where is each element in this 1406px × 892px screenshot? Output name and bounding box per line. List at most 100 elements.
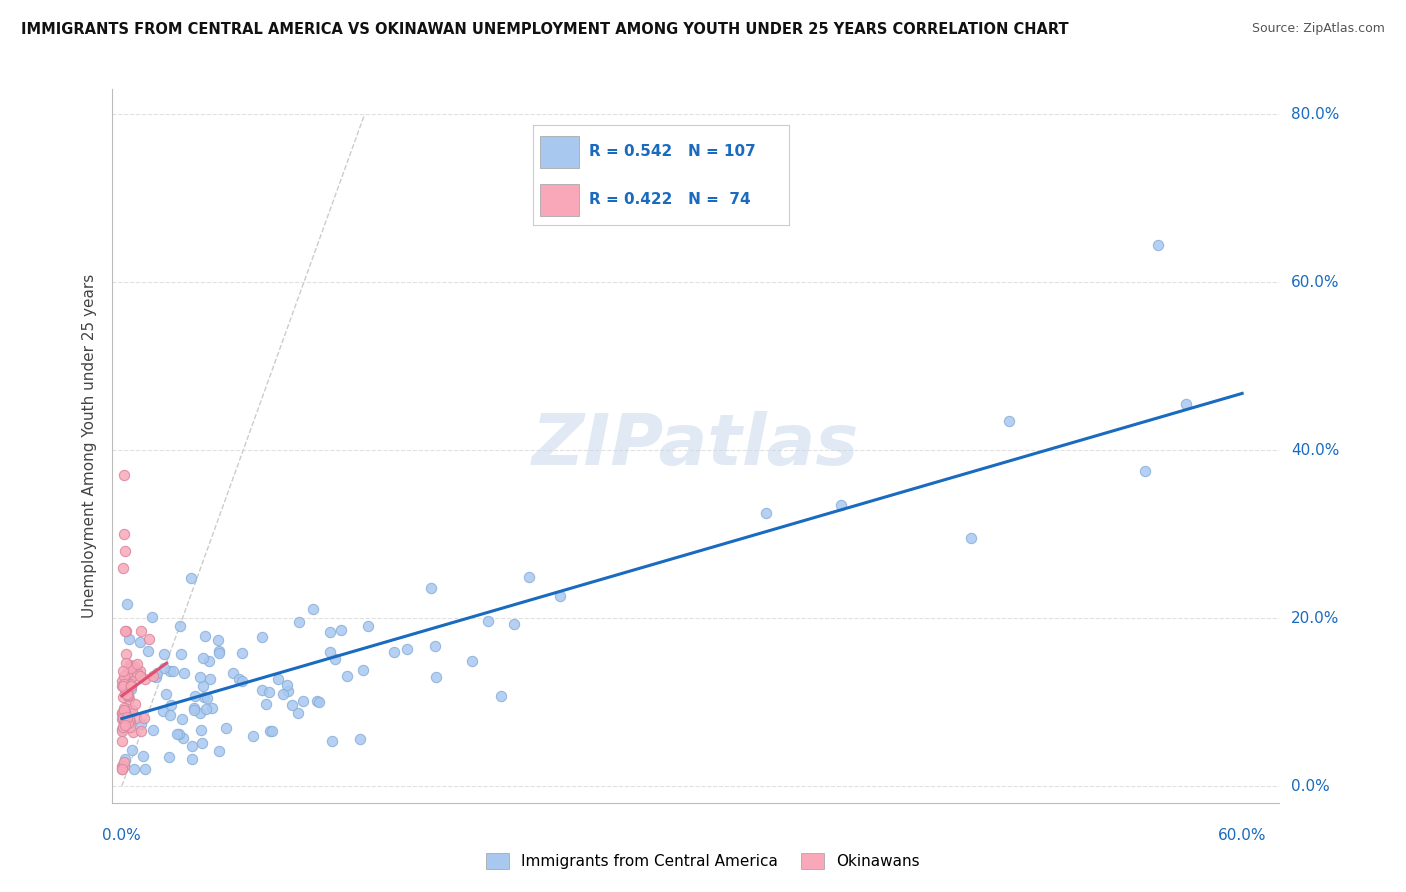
Point: [124, 659, 146, 673]
Legend: Immigrants from Central America, Okinawans: Immigrants from Central America, Okinawa…: [479, 847, 927, 875]
Point: [112, 758, 135, 772]
Point: [129, 635, 152, 649]
Point: [114, 677, 136, 691]
Point: [120, 706, 142, 720]
Point: [517, 570, 540, 584]
Point: [111, 762, 134, 776]
Y-axis label: Unemployment Among Youth under 25 years: Unemployment Among Youth under 25 years: [82, 274, 97, 618]
Point: [112, 677, 135, 691]
Point: [124, 762, 146, 776]
Point: [254, 698, 277, 712]
Point: [231, 673, 253, 688]
Point: [120, 682, 142, 697]
Point: [114, 752, 136, 766]
Point: [112, 669, 135, 683]
Point: [124, 698, 146, 712]
Point: [1133, 464, 1156, 478]
Point: [134, 673, 156, 687]
Point: [111, 560, 134, 574]
Point: [122, 668, 145, 682]
Point: [111, 706, 134, 721]
Point: [111, 679, 134, 693]
Point: [111, 723, 134, 738]
Point: [114, 544, 136, 558]
Point: [755, 506, 778, 520]
Point: [112, 527, 135, 541]
Point: [960, 532, 983, 546]
Point: [191, 679, 214, 693]
Point: [173, 665, 195, 680]
Point: [127, 657, 149, 672]
Point: [170, 648, 193, 662]
Point: [166, 727, 188, 741]
Point: [460, 654, 482, 668]
Point: [207, 744, 229, 758]
Point: [118, 712, 141, 726]
Point: [208, 644, 231, 658]
Point: [167, 727, 190, 741]
Point: [114, 705, 136, 719]
Point: [349, 732, 371, 747]
Point: [111, 664, 134, 678]
Point: [153, 660, 176, 674]
Point: [134, 762, 156, 776]
Point: [548, 589, 571, 603]
Point: [252, 630, 274, 644]
Point: [115, 710, 138, 724]
Point: [425, 640, 447, 654]
Point: [115, 666, 138, 681]
Point: [120, 678, 142, 692]
Point: [111, 762, 134, 776]
Point: [112, 710, 135, 724]
Text: IMMIGRANTS FROM CENTRAL AMERICA VS OKINAWAN UNEMPLOYMENT AMONG YOUTH UNDER 25 YE: IMMIGRANTS FROM CENTRAL AMERICA VS OKINA…: [21, 22, 1069, 37]
Point: [489, 690, 512, 704]
Point: [1147, 237, 1170, 252]
Point: [114, 686, 136, 700]
Point: [114, 718, 136, 732]
Point: [242, 729, 264, 743]
Point: [260, 723, 283, 738]
Point: [112, 755, 135, 769]
Point: [112, 700, 135, 714]
Point: [120, 679, 142, 693]
Point: [277, 684, 299, 698]
Point: [195, 691, 218, 706]
Point: [195, 702, 218, 716]
Point: [997, 414, 1019, 428]
Point: [159, 708, 181, 723]
Point: [129, 664, 152, 678]
Point: [352, 663, 374, 677]
Point: [172, 712, 194, 726]
Point: [169, 619, 191, 633]
Point: [120, 720, 142, 734]
Point: [172, 731, 194, 745]
Point: [208, 646, 231, 660]
Point: [112, 690, 135, 704]
Point: [120, 677, 142, 691]
Text: 0.0%: 0.0%: [1291, 779, 1330, 794]
Point: [323, 652, 346, 666]
Point: [114, 709, 136, 723]
Point: [357, 618, 380, 632]
Point: [308, 695, 330, 709]
Point: [118, 715, 141, 730]
Point: [222, 666, 245, 681]
Point: [336, 669, 359, 683]
Point: [231, 646, 253, 660]
Point: [184, 689, 207, 703]
Point: [183, 703, 205, 717]
Point: [194, 629, 217, 643]
Point: [111, 720, 134, 734]
Point: [118, 632, 141, 647]
Point: [112, 720, 135, 734]
Point: [155, 687, 177, 701]
Point: [201, 701, 224, 715]
Point: [111, 759, 134, 773]
Point: [502, 616, 524, 631]
Point: [319, 645, 342, 659]
Point: [111, 734, 134, 748]
Point: [396, 641, 419, 656]
Point: [111, 706, 134, 720]
Point: [287, 706, 309, 720]
Point: [115, 597, 138, 611]
